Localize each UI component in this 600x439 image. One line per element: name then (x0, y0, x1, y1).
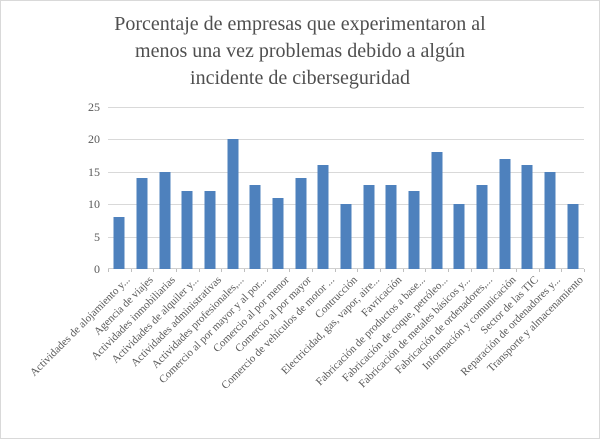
gridline (108, 171, 584, 173)
bar (340, 204, 352, 269)
x-axis-tick (312, 269, 313, 272)
x-axis-tick (108, 269, 109, 272)
bar (521, 165, 533, 269)
x-axis-tick (357, 269, 359, 272)
y-axis-tick-label: 15 (88, 164, 100, 179)
chart-title: Porcentaje de empresas que experimentaro… (1, 11, 599, 92)
bar (385, 184, 397, 269)
x-axis-tick (198, 269, 200, 272)
y-axis-tick-label: 20 (88, 132, 100, 147)
x-axis-tick (448, 269, 449, 272)
bar (453, 204, 465, 269)
x-axis-tick (130, 269, 132, 272)
bar (295, 178, 307, 269)
gridline (108, 139, 584, 141)
bar (249, 184, 261, 269)
x-axis-tick (470, 269, 472, 272)
x-axis-tick (584, 269, 585, 272)
y-axis-tick-label: 25 (88, 100, 100, 114)
x-axis-tick (153, 269, 155, 272)
y-axis-tick-label: 10 (88, 197, 100, 212)
bar (317, 165, 329, 269)
bar (272, 197, 284, 269)
y-axis-tick-label: 5 (94, 229, 100, 244)
bar (136, 178, 148, 269)
bar (408, 191, 420, 269)
bar (476, 184, 488, 269)
bar (204, 191, 216, 269)
bar (499, 158, 511, 269)
bar (113, 217, 125, 269)
x-axis-tick (380, 269, 381, 272)
x-axis-tick (561, 269, 563, 272)
x-axis-tick (425, 269, 427, 272)
chart-title-line: incidente de ciberseguridad (190, 67, 410, 89)
gridline (108, 107, 584, 108)
x-axis-tick (176, 269, 177, 272)
x-axis-tick (516, 269, 517, 272)
x-axis-tick (266, 269, 268, 272)
bar (181, 191, 193, 269)
x-axis-tick (244, 269, 245, 272)
plot-area (108, 107, 585, 272)
x-axis-tick (334, 269, 336, 272)
x-axis-tick (402, 269, 404, 272)
bar (159, 171, 171, 269)
bar (544, 171, 556, 269)
bar (567, 204, 579, 269)
x-axis-tick (493, 269, 495, 272)
chart-title-line: Porcentaje de empresas que experimentaro… (114, 13, 486, 35)
x-axis-tick (538, 269, 540, 272)
x-axis-tick (289, 269, 291, 272)
bar (431, 152, 443, 269)
bar (363, 184, 375, 269)
bar (227, 139, 239, 269)
chart-title-line: menos una vez problemas debido a algún (135, 40, 465, 62)
x-axis-tick (221, 269, 223, 272)
y-axis-tick-label: 0 (94, 262, 100, 276)
